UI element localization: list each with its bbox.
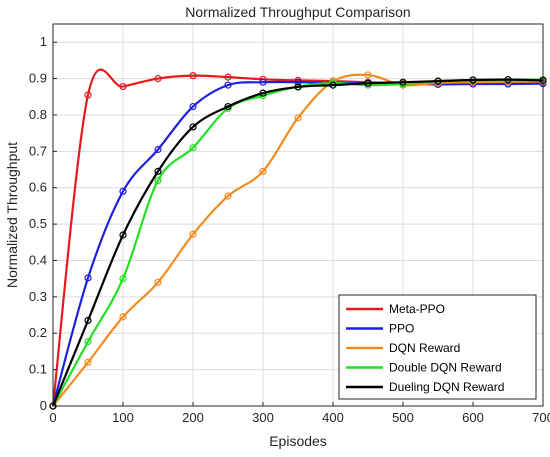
data-point bbox=[224, 81, 232, 89]
y-tick-label: 0.1 bbox=[29, 362, 47, 377]
data-point bbox=[154, 176, 162, 185]
data-point bbox=[189, 72, 197, 80]
data-point bbox=[469, 76, 477, 84]
legend-label: Dueling DQN Reward bbox=[389, 380, 504, 394]
data-point bbox=[224, 102, 232, 111]
data-point bbox=[224, 73, 232, 81]
y-tick-label: 0.6 bbox=[29, 180, 47, 195]
data-point bbox=[119, 82, 127, 91]
series-line-ppo bbox=[51, 80, 544, 407]
data-point bbox=[119, 275, 127, 283]
y-tick-label: 0.4 bbox=[29, 252, 47, 267]
data-point bbox=[294, 114, 302, 122]
data-point bbox=[154, 167, 162, 175]
legend-label: Meta-PPO bbox=[389, 302, 445, 316]
y-tick-label: 1 bbox=[40, 34, 47, 49]
x-tick-label: 500 bbox=[392, 410, 414, 425]
x-tick-label: 700 bbox=[532, 410, 550, 425]
data-point bbox=[364, 79, 372, 87]
legend-item: Double DQN Reward bbox=[346, 361, 502, 375]
data-point bbox=[84, 358, 92, 366]
data-point bbox=[154, 145, 162, 154]
data-point bbox=[224, 192, 232, 200]
legend-label: Double DQN Reward bbox=[389, 361, 502, 375]
x-tick-label: 600 bbox=[462, 410, 484, 425]
y-tick-label: 0.5 bbox=[29, 216, 47, 231]
data-point bbox=[84, 274, 92, 282]
x-tick-label: 0 bbox=[49, 410, 56, 425]
data-point bbox=[504, 76, 512, 84]
data-point bbox=[189, 230, 197, 238]
x-axis-label: Episodes bbox=[269, 433, 327, 449]
data-point bbox=[399, 78, 407, 86]
legend-item: Meta-PPO bbox=[346, 302, 445, 316]
data-point bbox=[189, 123, 197, 131]
series-line-dueling-dqn-reward bbox=[51, 78, 544, 407]
legend-item: Dueling DQN Reward bbox=[346, 380, 504, 394]
data-point bbox=[329, 81, 337, 89]
data-point bbox=[294, 83, 302, 91]
x-tick-label: 300 bbox=[252, 410, 274, 425]
y-axis-label: Normalized Throughput bbox=[4, 142, 20, 288]
y-tick-label: 0.9 bbox=[29, 71, 47, 86]
data-point bbox=[259, 89, 267, 97]
data-point bbox=[154, 74, 162, 83]
legend-label: PPO bbox=[389, 322, 414, 336]
y-tick-label: 0.7 bbox=[29, 143, 47, 158]
legend-label: DQN Reward bbox=[389, 341, 460, 355]
x-tick-label: 200 bbox=[182, 410, 204, 425]
tick-labels: 0 100 200 300 400 500 600 700 0 0.1 0.2 0.3 0.4 0.5 0.… bbox=[29, 34, 550, 425]
data-point bbox=[294, 78, 302, 86]
data-point bbox=[189, 102, 197, 111]
y-tick-label: 0.3 bbox=[29, 289, 47, 304]
legend: Meta-PPO PPO DQN Reward Double DQN Reward Du… bbox=[338, 294, 537, 400]
series-lines bbox=[49, 68, 547, 410]
data-point bbox=[84, 316, 92, 325]
data-point bbox=[154, 278, 162, 286]
chart-title: Normalized Throughput Comparison bbox=[185, 4, 410, 20]
legend-item: PPO bbox=[346, 322, 414, 336]
data-point bbox=[364, 71, 372, 79]
data-point bbox=[84, 91, 92, 99]
data-point bbox=[259, 78, 267, 86]
x-tick-label: 400 bbox=[322, 410, 344, 425]
data-point bbox=[259, 167, 267, 175]
data-point bbox=[119, 231, 127, 239]
legend-item: DQN Reward bbox=[346, 341, 460, 355]
y-tick-label: 0.8 bbox=[29, 107, 47, 122]
plot-frame bbox=[52, 23, 544, 407]
data-point bbox=[119, 187, 127, 195]
y-tick-label: 0.2 bbox=[29, 325, 47, 340]
y-tick-label: 0 bbox=[40, 398, 47, 413]
data-point bbox=[84, 338, 92, 346]
data-point bbox=[434, 77, 442, 85]
series-line-dqn-reward bbox=[52, 73, 544, 407]
data-point bbox=[189, 144, 197, 152]
x-tick-label: 100 bbox=[112, 410, 134, 425]
data-point bbox=[119, 313, 127, 321]
